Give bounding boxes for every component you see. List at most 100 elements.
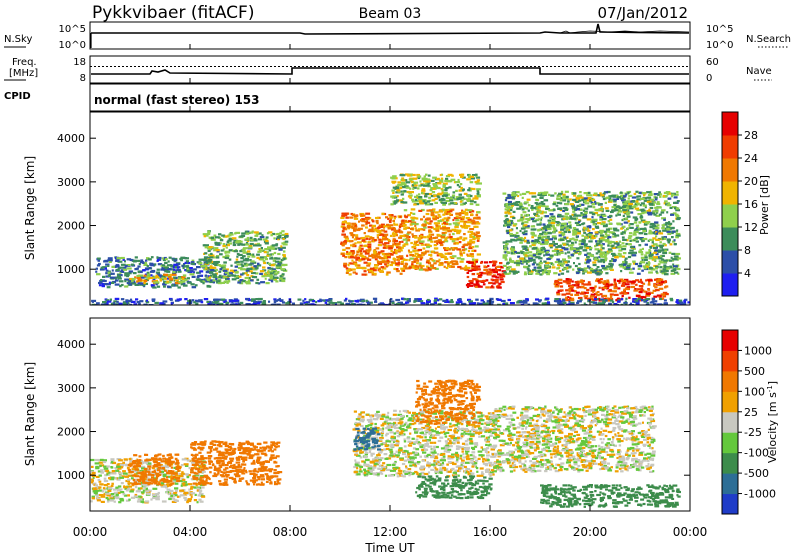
- heatmap-cell: [633, 192, 637, 196]
- heatmap-cell: [273, 271, 276, 274]
- heatmap-cell: [645, 263, 650, 267]
- heatmap-cell: [522, 225, 525, 228]
- heatmap-cell: [395, 268, 399, 271]
- heatmap-cell: [112, 302, 116, 305]
- heatmap-cell: [469, 253, 474, 256]
- heatmap-cell: [357, 299, 362, 302]
- heatmap-cell: [507, 225, 511, 229]
- heatmap-cell: [248, 270, 253, 273]
- heatmap-cell: [466, 221, 472, 224]
- heatmap-cell: [442, 182, 448, 185]
- heatmap-cell: [132, 282, 137, 285]
- heatmap-cell: [475, 281, 479, 284]
- heatmap-cell: [668, 221, 671, 224]
- heatmap-cell: [239, 250, 243, 253]
- heatmap-cell: [348, 268, 352, 271]
- heatmap-cell: [445, 175, 451, 178]
- heatmap-cell: [360, 214, 366, 217]
- heatmap-cell: [671, 252, 676, 255]
- heatmap-cell: [205, 271, 209, 274]
- heatmap-cell: [576, 223, 579, 226]
- heatmap-cell: [392, 243, 396, 246]
- heatmap-cell: [619, 278, 624, 281]
- heatmap-cell: [159, 278, 162, 281]
- heatmap-cell: [163, 256, 167, 260]
- heatmap-cell: [642, 265, 646, 268]
- heatmap-cell: [377, 255, 381, 258]
- heatmap-cell: [557, 263, 561, 267]
- heatmap-cell: [365, 221, 371, 224]
- heatmap-cell: [654, 196, 658, 199]
- heatmap-cell: [659, 241, 662, 244]
- heatmap-cell: [281, 279, 285, 282]
- heatmap-cell: [423, 226, 427, 229]
- heatmap-cell: [525, 262, 528, 265]
- heatmap-cell: [176, 298, 180, 301]
- heatmap-cell: [263, 303, 267, 305]
- heatmap-cell: [522, 299, 528, 302]
- heatmap-cell: [174, 482, 179, 485]
- heatmap-cell: [579, 203, 582, 206]
- heatmap-cell: [622, 225, 626, 228]
- heatmap-cell: [520, 303, 525, 305]
- heatmap-cell: [598, 256, 601, 259]
- heatmap-cell: [96, 273, 101, 276]
- heatmap-cell: [556, 250, 560, 253]
- heatmap-cell: [524, 266, 529, 269]
- heatmap-cell: [156, 268, 160, 271]
- heatmap-cell: [240, 273, 244, 276]
- heatmap-cell: [407, 231, 412, 234]
- heatmap-cell: [261, 275, 265, 278]
- heatmap-cell: [619, 253, 622, 256]
- heatmap-cell: [429, 257, 433, 260]
- heatmap-cell: [458, 197, 462, 200]
- heatmap-cell: [641, 212, 645, 215]
- heatmap-cell: [651, 291, 654, 294]
- heatmap-cell: [438, 215, 442, 218]
- heatmap-cell: [584, 270, 589, 273]
- heatmap-cell: [592, 193, 598, 197]
- heatmap-cell: [379, 260, 385, 263]
- heatmap-cell: [575, 206, 578, 209]
- heatmap-cell: [546, 257, 551, 261]
- heatmap-cell: [562, 217, 567, 220]
- heatmap-cell: [126, 275, 130, 278]
- heatmap-cell: [415, 217, 419, 220]
- heatmap-cell: [523, 273, 528, 276]
- cpid-panel: CPID normal (fast stereo) 153: [4, 83, 691, 112]
- heatmap-cell: [471, 258, 475, 261]
- heatmap-cell: [110, 484, 114, 487]
- heatmap-cell: [103, 488, 107, 491]
- heatmap-cell: [524, 271, 527, 274]
- heatmap-cell: [600, 194, 605, 197]
- heatmap-cell: [304, 298, 307, 301]
- heatmap-cell: [554, 260, 559, 264]
- heatmap-cell: [574, 281, 580, 284]
- heatmap-cell: [622, 207, 625, 210]
- heatmap-cell: [209, 300, 212, 303]
- heatmap-cell: [323, 299, 326, 302]
- heatmap-cell: [551, 219, 556, 222]
- heatmap-cell: [143, 263, 148, 266]
- heatmap-cell: [119, 285, 122, 288]
- heatmap-cell: [253, 276, 258, 279]
- heatmap-cell: [273, 276, 278, 279]
- heatmap-cell: [411, 184, 414, 187]
- heatmap-cell: [310, 303, 315, 305]
- heatmap-cell: [409, 254, 414, 257]
- heatmap-cell: [381, 253, 385, 256]
- heatmap-cell: [657, 249, 662, 252]
- heatmap-cell: [557, 207, 563, 210]
- heatmap-cell: [409, 257, 414, 260]
- heatmap-cell: [246, 282, 251, 285]
- heatmap-cell: [136, 280, 139, 283]
- heatmap-cell: [562, 222, 565, 225]
- heatmap-cell: [667, 232, 672, 235]
- heatmap-cell: [618, 281, 621, 284]
- heatmap-cell: [385, 273, 389, 276]
- heatmap-cell: [90, 458, 95, 462]
- heatmap-cell: [105, 275, 110, 278]
- heatmap-cell: [178, 473, 181, 476]
- heatmap-cell: [353, 215, 357, 218]
